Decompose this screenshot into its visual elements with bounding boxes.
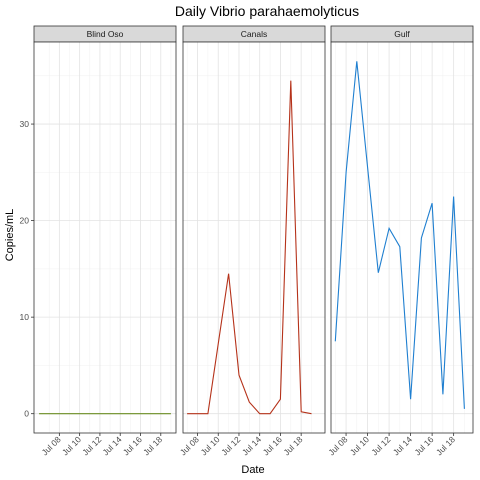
x-tick-label: Jul 12: [369, 434, 392, 457]
x-tick-label: Jul 14: [240, 434, 263, 457]
x-tick-label: Jul 08: [178, 434, 201, 457]
x-tick-label: Jul 10: [199, 434, 222, 457]
x-tick-label: Jul 12: [219, 434, 242, 457]
y-axis-title: Copies/mL: [4, 209, 16, 262]
chart-title: Daily Vibrio parahaemolyticus: [175, 3, 359, 19]
x-tick-label: Jul 10: [348, 434, 371, 457]
panel-background: [183, 42, 325, 433]
x-tick-label: Jul 16: [412, 434, 435, 457]
y-axis-ticks: 0 10 20 30: [20, 119, 34, 419]
facet-strip-label: Blind Oso: [87, 29, 124, 39]
y-tick-label: 30: [20, 119, 30, 129]
y-tick-label: 20: [20, 216, 30, 226]
x-tick-label: Jul 16: [121, 434, 144, 457]
x-tick-label: Jul 18: [141, 434, 164, 457]
x-tick-label: Jul 14: [391, 434, 414, 457]
x-tick-label: Jul 10: [60, 434, 83, 457]
y-tick-label: 10: [20, 312, 30, 322]
panel-background: [34, 42, 176, 433]
x-tick-label: Jul 08: [40, 434, 63, 457]
facet-strip-label: Gulf: [394, 29, 410, 39]
y-tick-label: 0: [24, 409, 29, 419]
x-tick-label: Jul 16: [261, 434, 284, 457]
x-tick-label: Jul 08: [326, 434, 349, 457]
x-tick-label: Jul 18: [434, 434, 457, 457]
x-axis-title: Date: [241, 464, 264, 476]
x-tick-label: Jul 14: [101, 434, 124, 457]
x-tick-label: Jul 12: [80, 434, 103, 457]
facet-strip-label: Canals: [241, 29, 267, 39]
x-tick-label: Jul 18: [281, 434, 304, 457]
